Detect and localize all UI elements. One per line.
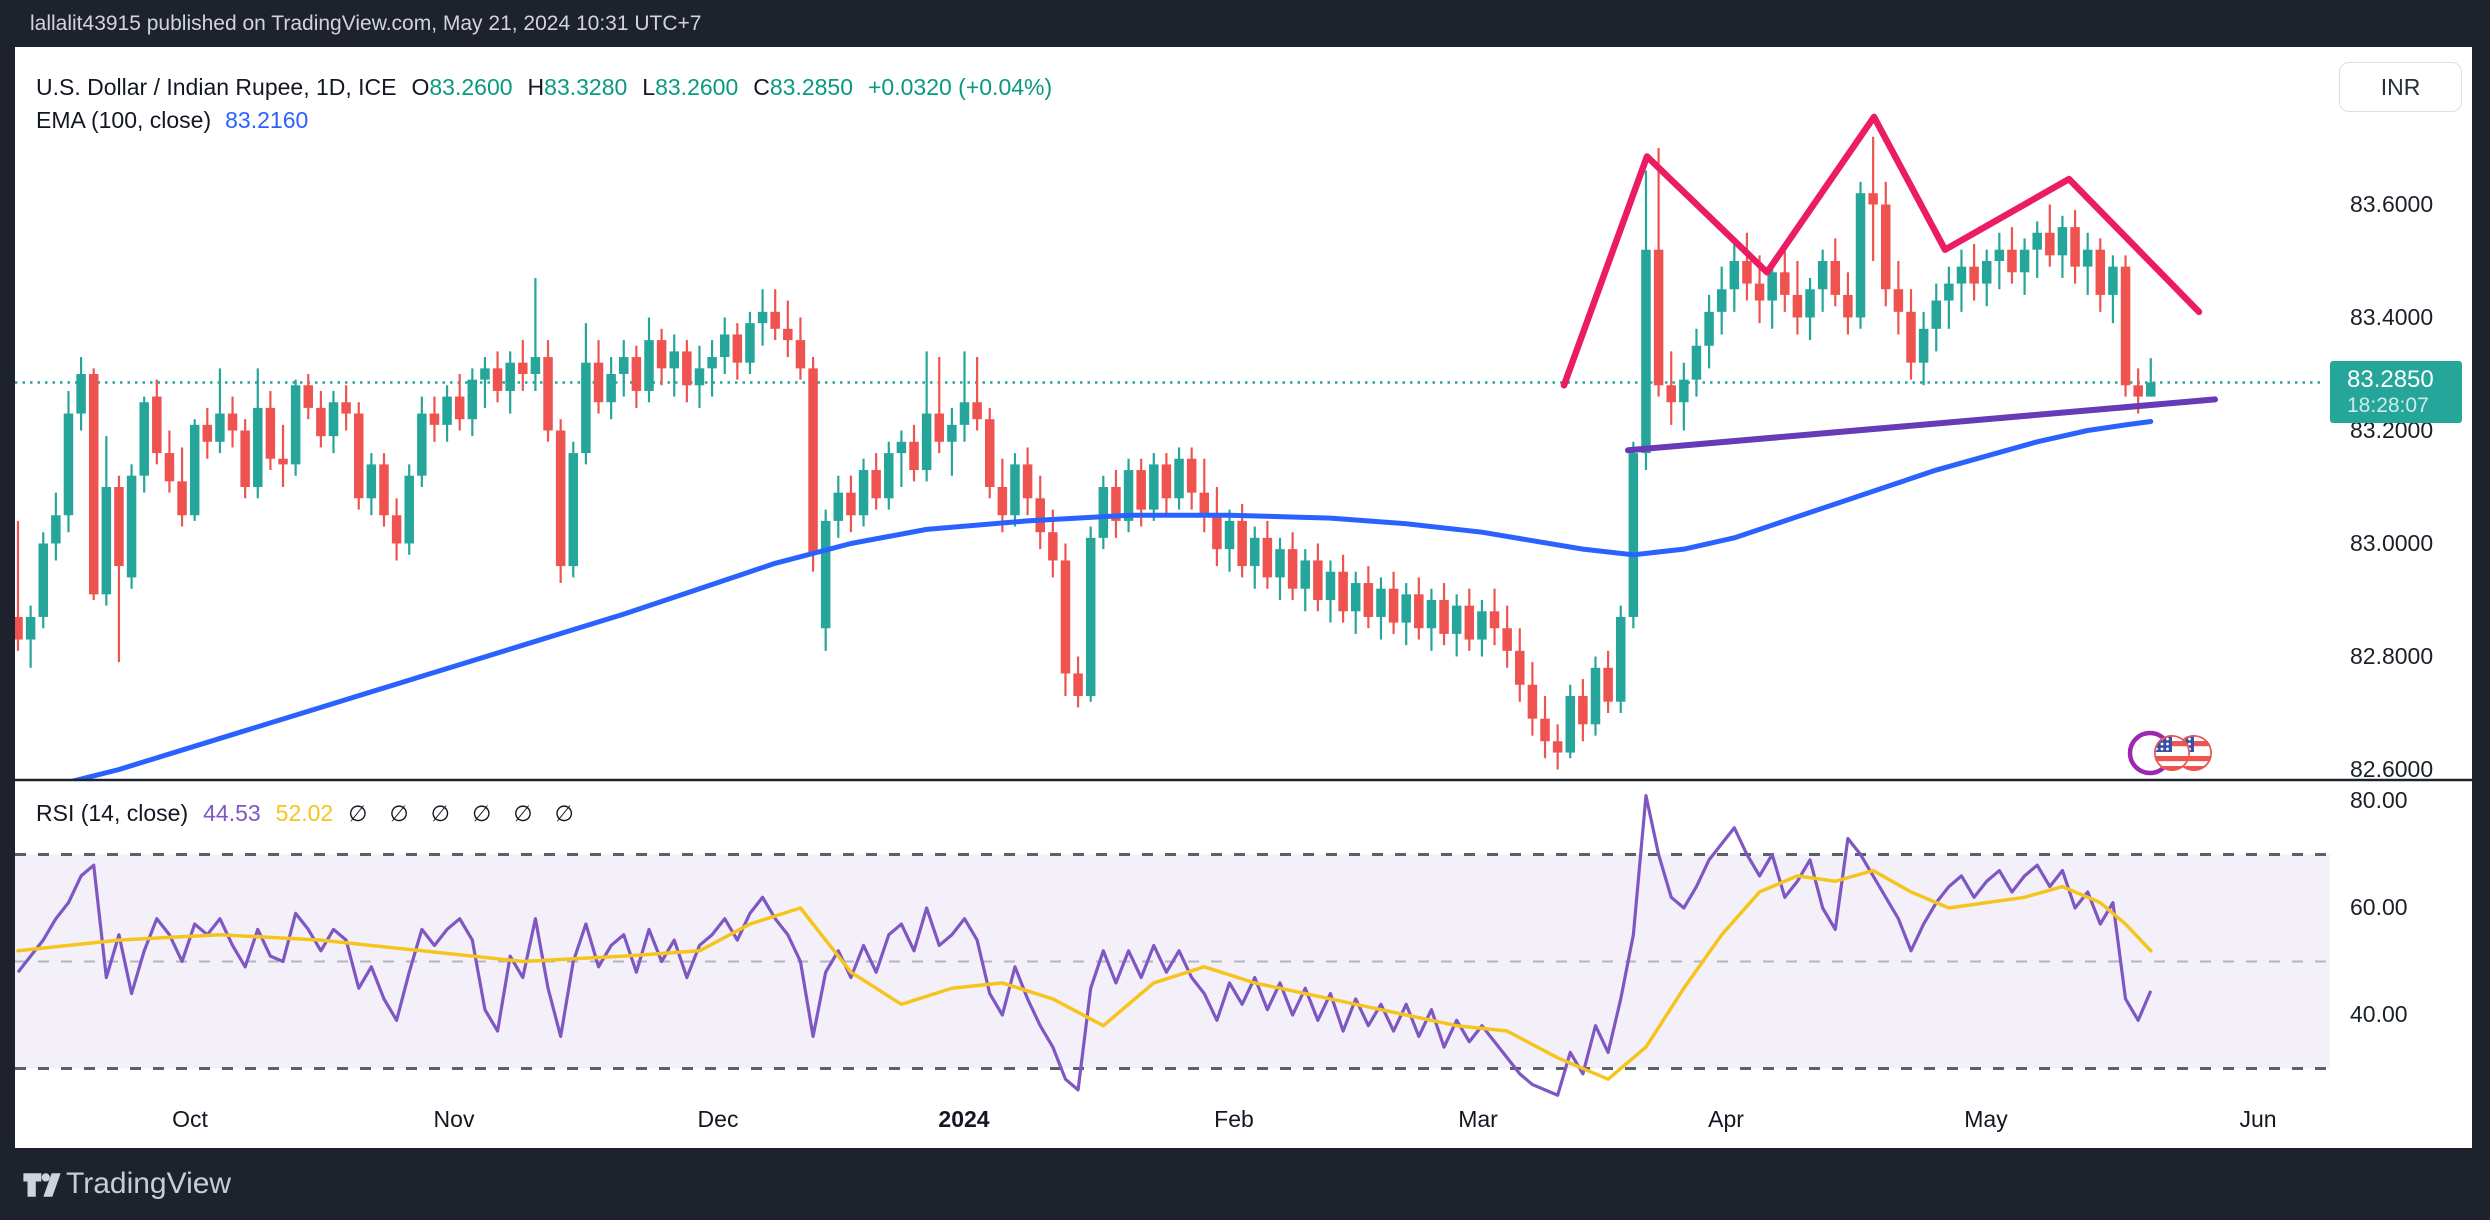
symbol-flags-icon — [2127, 730, 2212, 776]
time-axis-label: Mar — [1458, 1106, 1498, 1132]
rsi-ma-value: 52.02 — [275, 800, 334, 826]
time-axis-label: Oct — [172, 1106, 208, 1132]
change-value: +0.0320 (+0.04%) — [868, 74, 1053, 100]
ohlc-open: O83.2600 — [411, 74, 513, 100]
ema-legend-row: EMA (100, close) 83.2160 — [36, 107, 308, 134]
current-price-badge: 83.2850 18:28:07 — [2330, 361, 2462, 423]
tradingview-logo-icon[interactable] — [22, 1166, 62, 1204]
rsi-indicator-label[interactable]: RSI (14, close) — [36, 800, 189, 826]
ema-indicator-value: 83.2160 — [225, 107, 309, 133]
currency-badge[interactable]: INR — [2339, 62, 2462, 112]
tradingview-wordmark[interactable]: TradingView — [66, 1167, 232, 1200]
rsi-value: 44.53 — [203, 800, 261, 826]
ohlc-high: H83.3280 — [527, 74, 628, 100]
price-axis-label: 83.4000 — [2350, 303, 2434, 330]
published-attribution-line: lallalit43915 published on TradingView.c… — [30, 12, 702, 35]
ohlc-low: L83.2600 — [642, 74, 739, 100]
time-axis-label: Nov — [433, 1106, 475, 1132]
time-axis-label: Jun — [2239, 1106, 2277, 1132]
rsi-axis-label: 80.00 — [2350, 787, 2408, 813]
current-price-value: 83.2850 — [2347, 366, 2434, 393]
symbol-legend-row: U.S. Dollar / Indian Rupee, 1D, ICE O83.… — [36, 74, 1052, 101]
price-axis-label: 83.6000 — [2350, 190, 2434, 217]
rsi-axis-label: 40.00 — [2350, 1001, 2408, 1027]
footer-bar — [0, 1148, 2490, 1220]
price-axis-label: 82.6000 — [2350, 755, 2434, 782]
time-axis-label: 2024 — [938, 1106, 990, 1132]
ohlc-close: C83.2850 — [753, 74, 853, 100]
symbol-title[interactable]: U.S. Dollar / Indian Rupee, 1D, ICE — [36, 74, 397, 100]
time-axis-label: Feb — [1214, 1106, 1254, 1132]
time-axis-label: Dec — [697, 1106, 739, 1132]
rsi-empty-set-icons: ∅ ∅ ∅ ∅ ∅ ∅ — [348, 801, 576, 826]
time-axis-label: May — [1964, 1106, 2008, 1132]
rsi-legend-row: RSI (14, close) 44.53 52.02 ∅ ∅ ∅ ∅ ∅ ∅ — [36, 800, 576, 827]
price-axis-label: 83.0000 — [2350, 529, 2434, 556]
price-axis-label: 82.8000 — [2350, 642, 2434, 669]
bar-countdown-timer: 18:28:07 — [2347, 394, 2429, 417]
ema-indicator-label[interactable]: EMA (100, close) — [36, 107, 212, 133]
rsi-axis-label: 60.00 — [2350, 894, 2408, 920]
time-axis-label: Apr — [1708, 1106, 1744, 1132]
